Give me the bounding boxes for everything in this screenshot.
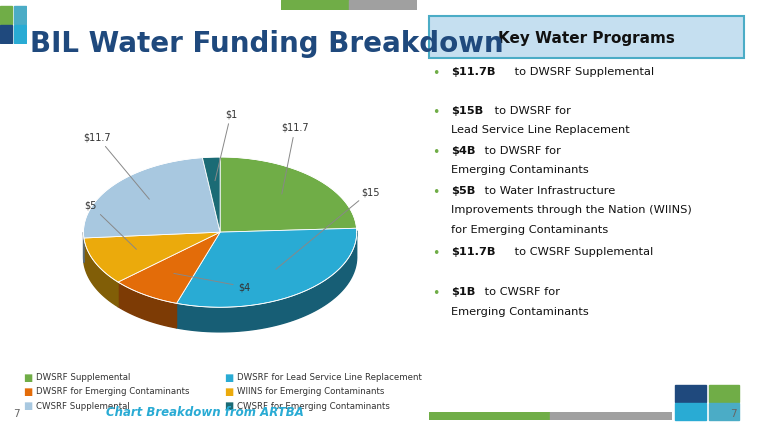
Bar	[429, 412, 550, 420]
Bar	[709, 403, 739, 420]
Text: Improvements through the Nation (WIINS): Improvements through the Nation (WIINS)	[451, 205, 691, 215]
Text: $5B: $5B	[451, 185, 475, 196]
Text: $15: $15	[276, 187, 380, 270]
Text: 7: 7	[730, 409, 737, 418]
Text: $4: $4	[174, 274, 250, 292]
Polygon shape	[220, 158, 357, 233]
Text: $11.7: $11.7	[282, 123, 309, 195]
Text: to Water Infrastructure: to Water Infrastructure	[481, 185, 616, 196]
Text: for Emerging Contaminants: for Emerging Contaminants	[451, 224, 608, 234]
Text: •: •	[432, 185, 439, 199]
Ellipse shape	[83, 182, 357, 332]
Text: $11.7B: $11.7B	[451, 66, 496, 77]
Text: Emerging Contaminants: Emerging Contaminants	[451, 165, 589, 175]
Text: BIL Water Funding Breakdown: BIL Water Funding Breakdown	[30, 30, 504, 58]
Text: DWSRF for Emerging Contaminants: DWSRF for Emerging Contaminants	[36, 386, 189, 396]
Text: DWSRF Supplemental: DWSRF Supplemental	[36, 372, 130, 382]
Text: •: •	[432, 106, 439, 118]
Bar	[281, 1, 349, 11]
Text: $11.7B: $11.7B	[451, 247, 496, 256]
Polygon shape	[177, 229, 357, 308]
Polygon shape	[83, 158, 220, 239]
Text: $4B: $4B	[451, 145, 475, 155]
Text: Lead Service Line Replacement: Lead Service Line Replacement	[451, 125, 630, 135]
Bar	[550, 412, 672, 420]
Text: •: •	[432, 66, 439, 80]
Text: to CWSRF Supplemental: to CWSRF Supplemental	[512, 247, 653, 256]
Text: $15B: $15B	[451, 106, 483, 115]
Text: ■: ■	[224, 400, 233, 410]
Text: ■: ■	[23, 400, 32, 410]
Text: Chart Breakdown from ARTBA: Chart Breakdown from ARTBA	[106, 406, 304, 418]
Text: WIINS for Emerging Contaminants: WIINS for Emerging Contaminants	[237, 386, 384, 396]
Text: CWSRF Supplemental: CWSRF Supplemental	[36, 400, 130, 410]
Polygon shape	[84, 239, 118, 307]
FancyBboxPatch shape	[429, 17, 744, 59]
Text: 7: 7	[13, 409, 20, 418]
Bar	[676, 385, 706, 402]
Bar	[14, 26, 26, 44]
Text: ■: ■	[224, 386, 233, 396]
Bar	[14, 7, 26, 25]
Polygon shape	[84, 233, 220, 282]
Polygon shape	[118, 233, 220, 304]
Text: to DWSRF for: to DWSRF for	[481, 145, 561, 155]
Polygon shape	[118, 282, 177, 328]
Bar	[709, 385, 739, 402]
Text: Emerging Contaminants: Emerging Contaminants	[451, 306, 589, 316]
Text: $11.7: $11.7	[83, 132, 150, 200]
Bar	[0, 26, 12, 44]
Text: $1: $1	[215, 109, 237, 181]
Text: $1B: $1B	[451, 287, 475, 296]
Text: ■: ■	[224, 372, 233, 382]
Text: DWSRF for Lead Service Line Replacement: DWSRF for Lead Service Line Replacement	[237, 372, 422, 382]
Polygon shape	[203, 158, 220, 233]
Text: ■: ■	[23, 372, 32, 382]
Bar	[349, 1, 417, 11]
Text: •: •	[432, 287, 439, 299]
Text: $5: $5	[84, 200, 137, 250]
Text: to DWSRF Supplemental: to DWSRF Supplemental	[512, 66, 654, 77]
Text: to CWSRF for: to CWSRF for	[481, 287, 560, 296]
Text: •: •	[432, 247, 439, 259]
Text: Key Water Programs: Key Water Programs	[498, 31, 675, 46]
Text: to DWSRF for: to DWSRF for	[491, 106, 571, 115]
Bar	[676, 403, 706, 420]
Text: CWSRF for Emerging Contaminants: CWSRF for Emerging Contaminants	[237, 400, 389, 410]
Bar	[0, 7, 12, 25]
Text: ■: ■	[23, 386, 32, 396]
Text: •: •	[432, 145, 439, 158]
Polygon shape	[177, 231, 357, 332]
